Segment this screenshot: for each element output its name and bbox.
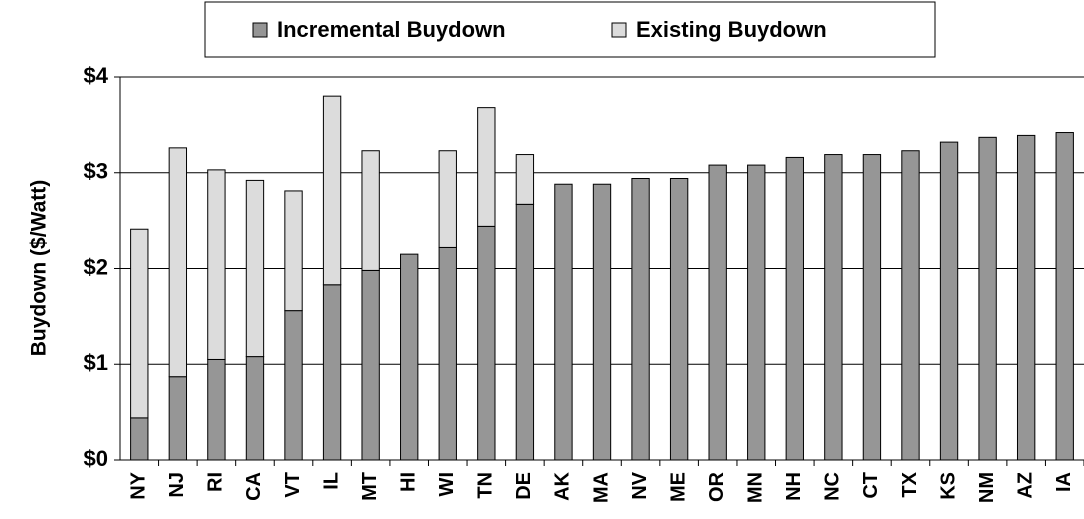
x-tick-label: TX xyxy=(899,471,921,497)
legend-swatch xyxy=(611,22,627,38)
bar-segment xyxy=(207,169,226,360)
bar-segment xyxy=(554,183,573,461)
bar-segment xyxy=(168,376,188,461)
x-tick-label: VT xyxy=(282,472,304,498)
x-tick-label: IL xyxy=(320,472,342,490)
y-tick-label: $4 xyxy=(84,63,109,88)
x-tick-label: NM xyxy=(976,472,998,503)
bar-segment xyxy=(284,190,303,312)
x-tick-label: NH xyxy=(783,472,805,501)
bar-segment xyxy=(669,177,689,461)
x-tick-label: HI xyxy=(397,472,419,492)
bar-segment xyxy=(438,246,457,461)
bar-segment xyxy=(939,141,959,461)
bar-segment xyxy=(901,150,920,461)
bar-segment xyxy=(477,107,496,227)
x-tick-label: NJ xyxy=(166,472,188,498)
legend-swatch xyxy=(252,22,268,38)
bar-segment xyxy=(322,95,342,286)
legend-box xyxy=(204,1,936,58)
legend-label: Incremental Buydown xyxy=(277,17,506,42)
x-tick-label: ME xyxy=(667,472,689,502)
x-tick-label: DE xyxy=(513,472,535,500)
bar-segment xyxy=(322,284,342,461)
x-tick-label: NC xyxy=(822,472,844,501)
bar-segment xyxy=(245,356,265,461)
bar-segment xyxy=(361,269,380,461)
bar-segment xyxy=(130,417,149,461)
bar-segment xyxy=(592,183,612,461)
x-tick-label: IA xyxy=(1053,472,1075,492)
x-tick-label: CT xyxy=(860,472,882,499)
x-tick-label: MT xyxy=(359,472,381,501)
x-tick-label: MA xyxy=(590,472,612,503)
bar-segment xyxy=(207,358,226,461)
bar-segment xyxy=(708,164,727,461)
x-tick-label: AZ xyxy=(1014,472,1036,499)
x-tick-label: OR xyxy=(706,471,728,502)
x-tick-label: CA xyxy=(243,472,265,501)
y-tick-label: $0 xyxy=(84,446,108,471)
bar-segment xyxy=(400,253,419,461)
x-tick-label: NV xyxy=(629,471,651,499)
bar-segment xyxy=(862,154,882,461)
y-tick-label: $1 xyxy=(84,350,108,375)
y-tick-label: $2 xyxy=(84,254,108,279)
x-tick-label: NY xyxy=(128,471,150,499)
x-tick-label: WI xyxy=(436,472,458,496)
x-tick-label: RI xyxy=(205,472,227,492)
bar-segment xyxy=(245,179,265,358)
bar-segment xyxy=(747,164,766,461)
bar-segment xyxy=(284,310,303,461)
bar-segment xyxy=(978,136,997,461)
x-tick-label: AK xyxy=(552,471,574,500)
bar-segment xyxy=(1016,134,1036,461)
bar-segment xyxy=(824,154,843,461)
bar-segment xyxy=(438,150,457,248)
y-tick-label: $3 xyxy=(84,159,108,184)
bar-segment xyxy=(515,154,535,205)
x-tick-label: MN xyxy=(745,472,767,503)
y-axis-label: Buydown ($/Watt) xyxy=(28,180,51,357)
bar-segment xyxy=(130,228,149,419)
bar-segment xyxy=(477,225,496,461)
bar-segment xyxy=(361,150,380,271)
bar-segment xyxy=(631,177,650,461)
bar-segment xyxy=(168,147,188,378)
bar-segment xyxy=(785,156,804,461)
bar-segment xyxy=(1055,132,1074,461)
legend-label: Existing Buydown xyxy=(636,17,827,42)
x-tick-label: TN xyxy=(475,472,497,499)
bar-segment xyxy=(515,203,535,461)
x-tick-label: KS xyxy=(937,472,959,500)
